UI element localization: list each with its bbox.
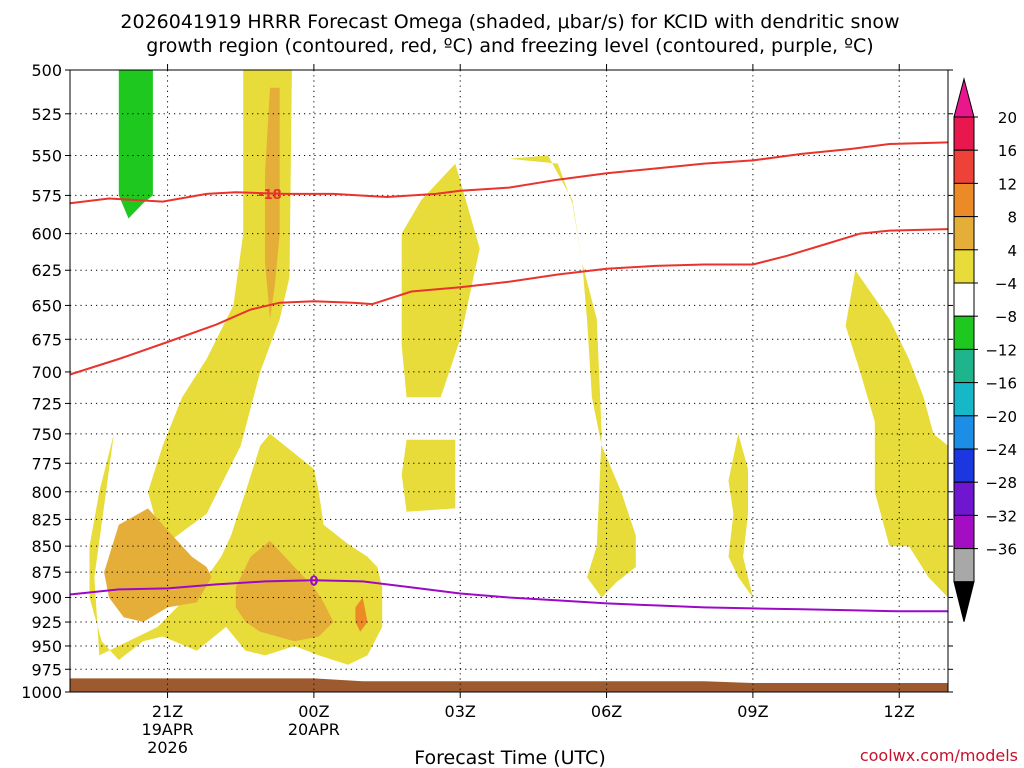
colorbar-label: 8 xyxy=(1007,209,1017,227)
y-tick-label: 850 xyxy=(31,537,62,556)
y-tick-label: 975 xyxy=(31,660,62,679)
colorbar-label: 4 xyxy=(1007,242,1017,260)
y-tick-label: 700 xyxy=(31,363,62,382)
x-tick-label: 00Z xyxy=(298,702,329,721)
x-tick-sublabel: 2026 xyxy=(147,738,188,757)
colorbar-swatch xyxy=(953,116,975,151)
omega-4-bar-s-region-4 xyxy=(401,439,456,512)
colorbar-label: −20 xyxy=(985,408,1017,426)
y-tick-label: 925 xyxy=(31,613,62,632)
colorbar-swatch xyxy=(953,382,975,417)
colorbar-label: 16 xyxy=(998,142,1017,160)
chart-title-line2: growth region (contoured, red, ºC) and f… xyxy=(146,35,873,57)
y-tick-label: 625 xyxy=(31,261,62,280)
omega-4-bar-s-region-2 xyxy=(148,70,292,547)
x-tick-sublabel: 20APR xyxy=(288,720,340,739)
colorbar-swatch xyxy=(953,149,975,184)
0-c-freezing-level-label: 0 xyxy=(309,574,318,589)
chart-title-line1: 2026041919 HRRR Forecast Omega (shaded, … xyxy=(120,11,899,33)
colorbar-swatch xyxy=(953,348,975,384)
y-tick-label: 750 xyxy=(31,425,62,444)
18-c-isotherm-line xyxy=(69,141,949,205)
y-tick-label: 675 xyxy=(31,330,62,349)
colorbar-swatch xyxy=(953,249,975,284)
colorbar-swatch xyxy=(953,514,975,550)
colorbar: 20 16 12 8 4 −4 −8 −12 −16 −20 −24 −28 −32 −36 xyxy=(953,77,1017,622)
colorbar-label: −12 xyxy=(985,341,1017,359)
y-tick-label: 775 xyxy=(31,454,62,473)
colorbar-label: 20 xyxy=(998,109,1017,127)
colorbar-swatch xyxy=(953,282,975,317)
y-tick-label: 575 xyxy=(31,186,62,205)
x-tick-label: 12Z xyxy=(884,702,915,721)
credit-text: coolwx.com/models xyxy=(860,746,1018,765)
y-tick-label: 725 xyxy=(31,394,62,413)
y-axis-ticks: 500 525 550 575 600 625 650 675 700 725 750 775 800 8… xyxy=(21,61,953,702)
y-tick-label: 500 xyxy=(31,61,62,80)
y-tick-label: 900 xyxy=(31,588,62,607)
colorbar-label: −28 xyxy=(985,474,1017,492)
colorbar-swatch xyxy=(953,182,975,218)
y-tick-label: 875 xyxy=(31,563,62,582)
x-tick-label: 06Z xyxy=(591,702,622,721)
colorbar-swatch xyxy=(953,548,975,583)
omega-8-bar-s-region-2 xyxy=(235,540,334,642)
colorbar-swatch xyxy=(953,415,975,450)
colorbar-bottom-arrow xyxy=(953,581,975,622)
colorbar-label: −8 xyxy=(995,308,1017,326)
omega-8-bar-s-region-1 xyxy=(104,508,212,622)
x-tick-label: 03Z xyxy=(445,702,476,721)
18-c-isotherm-label: -18 xyxy=(258,188,282,203)
y-tick-label: 650 xyxy=(31,296,62,315)
colorbar-swatch xyxy=(953,216,975,251)
x-tick-label: 09Z xyxy=(737,702,768,721)
x-axis-title: Forecast Time (UTC) xyxy=(414,747,605,768)
omega-4-bar-s-region-5 xyxy=(509,155,636,598)
x-tick-label: 21Z xyxy=(152,702,183,721)
y-tick-label: 950 xyxy=(31,637,62,656)
0-c-freezing-level-line xyxy=(69,579,948,613)
y-tick-label: 1000 xyxy=(21,683,62,702)
colorbar-top-arrow xyxy=(953,77,975,118)
colorbar-label: −16 xyxy=(985,375,1017,393)
omega-8-bar-s-region-3 xyxy=(265,87,280,320)
y-tick-label: 800 xyxy=(31,483,62,502)
colorbar-label: −4 xyxy=(995,275,1017,293)
omega-4-bar-s-region-1 xyxy=(118,70,153,219)
surface-region-1 xyxy=(70,678,948,692)
12-c-isotherm-line xyxy=(69,228,949,376)
omega-12-bar-s-region-1 xyxy=(355,597,368,632)
grid-lines xyxy=(70,70,948,692)
y-tick-label: 600 xyxy=(31,225,62,244)
colorbar-label: −32 xyxy=(985,507,1017,525)
x-tick-sublabel: 19APR xyxy=(142,720,194,739)
colorbar-label: 12 xyxy=(998,175,1017,193)
plot-frame xyxy=(69,69,949,693)
colorbar-label: −24 xyxy=(985,441,1017,459)
y-tick-label: 525 xyxy=(31,105,62,124)
temperature-contours: -18 0 xyxy=(69,141,949,613)
colorbar-swatch xyxy=(953,481,975,516)
y-tick-label: 825 xyxy=(31,510,62,529)
colorbar-swatch xyxy=(953,448,975,483)
colorbar-label: −36 xyxy=(985,541,1017,559)
colorbar-swatch xyxy=(953,315,975,350)
omega-4-bar-s-region-6 xyxy=(728,433,753,598)
y-tick-label: 550 xyxy=(31,147,62,166)
